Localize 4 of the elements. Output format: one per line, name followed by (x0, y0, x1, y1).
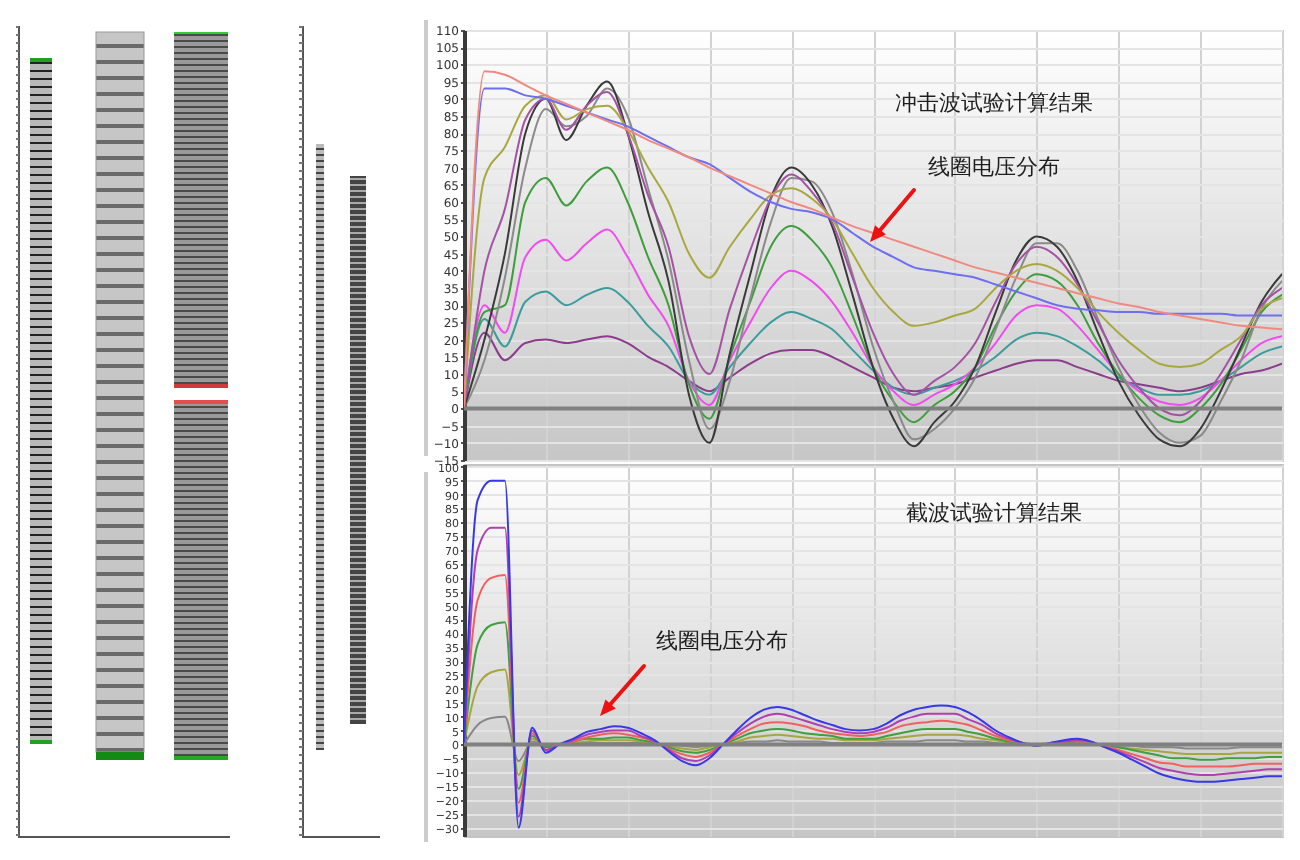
text: 冲击波试验计算结果 (895, 90, 1093, 116)
annotation: 线圈电压分布 (656, 628, 788, 654)
text: 截波试验计算结果 (906, 500, 1082, 526)
annotation: 线圈电压分布 (928, 154, 1060, 180)
